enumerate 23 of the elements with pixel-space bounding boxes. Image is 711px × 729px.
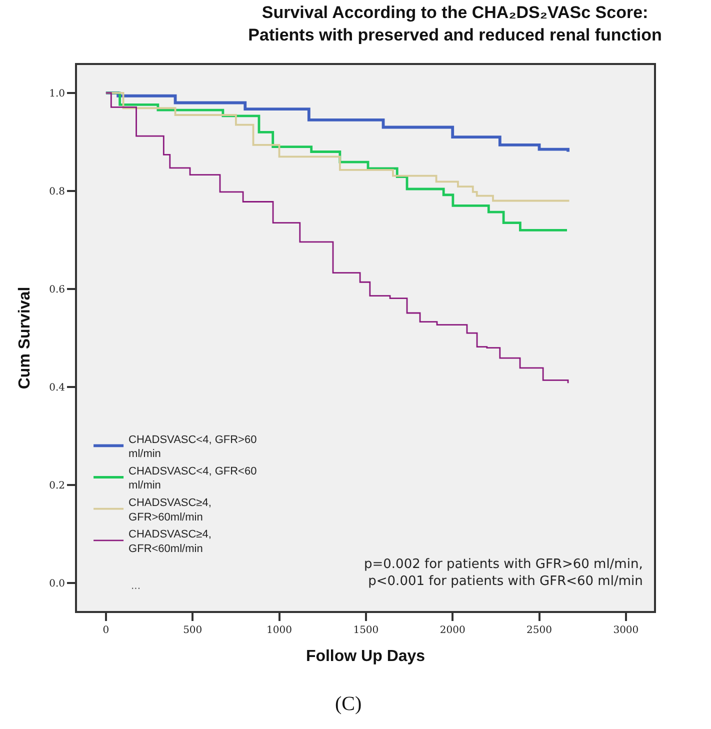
legend-label: CHADSVASC<4, GFR>60 ml/min: [128, 434, 257, 460]
x-tick-label: 2500: [526, 625, 552, 636]
chart-title: Survival According to the CHA₂DS₂VASc Score: Patients with preserved and reduced renal function: [248, 3, 662, 44]
legend-label: CHADSVASC<4, GFR<60 ml/min: [128, 465, 257, 492]
x-tick-label: 0: [102, 625, 110, 636]
y-tick-label: 0.4: [49, 382, 65, 394]
y-axis-title: Cum Survival: [16, 286, 34, 390]
text: (C): [335, 693, 362, 715]
x-tick-label: 1000: [266, 625, 292, 636]
y-tick-label: 0.8: [49, 186, 65, 198]
y-tick-label: 0.6: [49, 284, 65, 296]
x-tick-label: 3000: [613, 625, 639, 636]
annotation: ...: [131, 581, 141, 592]
x-tick-label: 500: [183, 625, 202, 636]
legend-label: CHADSVASC≥4, GFR<60ml/min: [128, 528, 212, 555]
y-tick-label: 1.0: [49, 88, 65, 100]
legend-label: CHADSVASC≥4, GFR>60ml/min: [128, 497, 212, 524]
x-axis-title: Follow Up Days: [306, 648, 426, 666]
x-tick-label: 1500: [353, 625, 379, 636]
y-tick-label: 0.0: [49, 578, 65, 590]
y-tick-label: 0.2: [49, 480, 65, 492]
x-tick-label: 2000: [440, 625, 466, 636]
annotation: p=0.002 for patients with GFR>60 ml/min, p<0.001 for patients with GFR<60 ml/min: [364, 557, 643, 589]
